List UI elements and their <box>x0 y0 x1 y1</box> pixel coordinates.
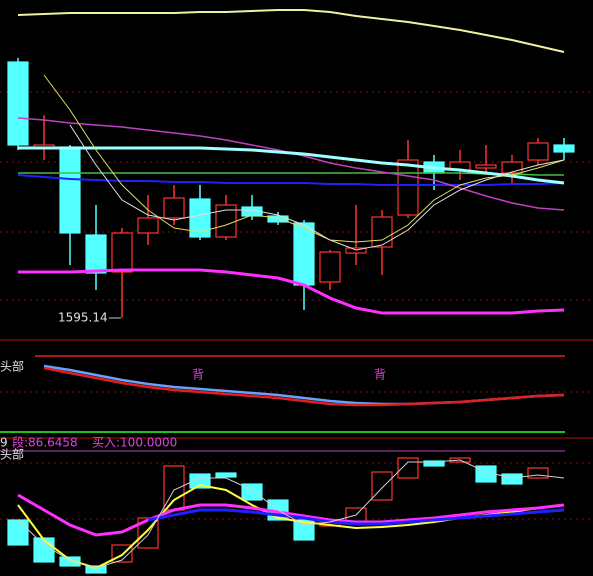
divergence-label: 背 <box>192 368 204 382</box>
indicator-line <box>69 124 565 251</box>
low-price-label: 1595.14 <box>58 311 108 325</box>
indicator-line <box>43 74 565 243</box>
candle-body <box>163 197 185 219</box>
panel-label: 头部 <box>0 359 24 374</box>
candle-body <box>59 556 81 567</box>
divergence-label: 背 <box>374 368 386 382</box>
candle-body <box>85 565 107 574</box>
candle-body <box>7 519 29 546</box>
candle-body <box>7 61 29 146</box>
candle-body <box>423 460 445 467</box>
candle-body <box>319 251 341 283</box>
candle-body <box>137 217 159 234</box>
indicator-title: 买入:100.0000 <box>92 436 177 450</box>
candle-body <box>189 198 211 238</box>
indicator-line <box>18 268 565 315</box>
indicator-line <box>17 493 565 537</box>
candle-body <box>397 457 419 479</box>
candle-body <box>163 465 185 511</box>
candle-body <box>371 216 393 248</box>
candle-body <box>59 146 81 234</box>
candle-body <box>527 142 549 161</box>
indicator-title: 段:86.6458 <box>12 435 78 450</box>
candle-body <box>553 144 575 153</box>
candle-body <box>85 234 107 274</box>
candle-body <box>293 519 315 541</box>
indicator-line <box>18 146 565 185</box>
candle-body <box>33 537 55 563</box>
indicator-line <box>43 366 565 407</box>
indicator-line <box>17 9 565 53</box>
indicator-line <box>147 508 565 526</box>
indicator-line <box>18 172 564 176</box>
indicator-title: 9 <box>0 436 8 450</box>
candle-body <box>527 467 549 479</box>
indicator-line <box>17 459 565 569</box>
candle-body <box>111 232 133 273</box>
candle-body <box>397 159 419 216</box>
candle-body <box>501 473 523 485</box>
candle-body <box>293 222 315 286</box>
panel-label: 头部 <box>0 447 24 462</box>
candle-body <box>501 161 523 174</box>
candle-body <box>215 472 237 478</box>
candle-body <box>475 164 497 169</box>
